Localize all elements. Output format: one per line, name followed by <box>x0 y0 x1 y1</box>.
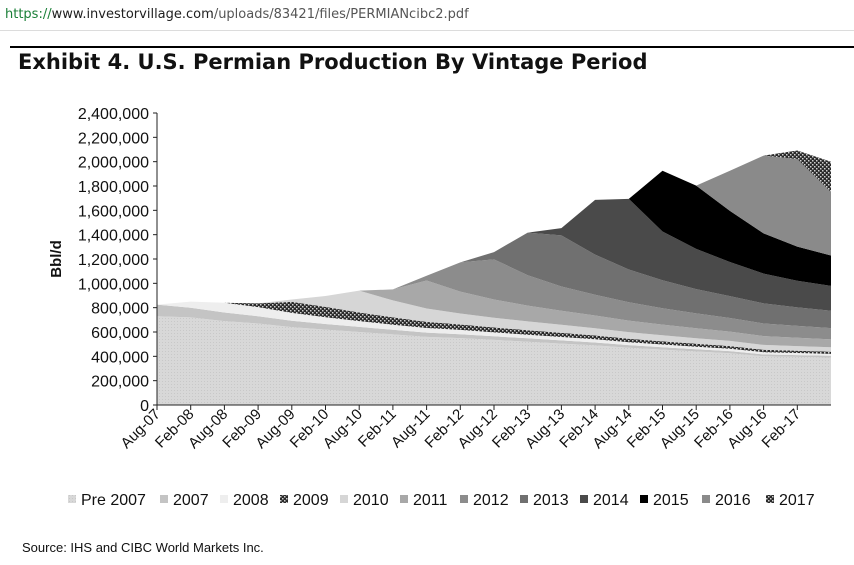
browser-address-bar[interactable]: https://www.investorvillage.com/uploads/… <box>0 0 854 31</box>
x-tick-label: Feb-17 <box>758 406 804 452</box>
area-2009 <box>157 301 831 354</box>
y-tick-label: 2,200,000 <box>78 130 149 147</box>
y-tick-label: 0 <box>140 398 149 415</box>
y-tick-label: 1,600,000 <box>78 203 149 220</box>
area-2015 <box>157 170 831 305</box>
legend-swatch-2013 <box>520 495 528 503</box>
url-scheme: https:// <box>5 7 52 22</box>
legend-label-pre-2007: Pre 2007 <box>81 492 146 509</box>
area-2008 <box>157 301 831 356</box>
legend-label-2012: 2012 <box>473 492 509 509</box>
y-tick-label: 400,000 <box>91 349 149 366</box>
y-tick-label: 1,800,000 <box>78 179 149 196</box>
y-tick-label: 2,400,000 <box>78 106 149 123</box>
legend-label-2017: 2017 <box>779 492 815 509</box>
legend-label-2013: 2013 <box>533 492 569 509</box>
area-2013 <box>157 232 831 329</box>
legend-swatch-2017 <box>766 495 774 503</box>
legend-swatch-2016 <box>702 495 710 503</box>
legend-label-2010: 2010 <box>353 492 389 509</box>
legend-label-2016: 2016 <box>715 492 751 509</box>
exhibit-title: Exhibit 4. U.S. Permian Production By Vi… <box>18 50 648 74</box>
source-note: Source: IHS and CIBC World Markets Inc. <box>22 540 264 555</box>
area-2012 <box>157 259 831 340</box>
legend-swatch-2014 <box>580 495 588 503</box>
y-tick-label: 600,000 <box>91 325 149 342</box>
y-tick-label: 1,000,000 <box>78 276 149 293</box>
area-2011 <box>157 280 831 348</box>
legend-swatch-2008 <box>220 495 228 503</box>
url-host: www.investorvillage.com <box>51 7 214 22</box>
legend-label-2008: 2008 <box>233 492 269 509</box>
area-pre-2007 <box>157 316 831 405</box>
y-tick-label: 1,400,000 <box>78 228 149 245</box>
legend-swatch-2015 <box>640 495 648 503</box>
legend-swatch-2009 <box>280 495 288 503</box>
address-url[interactable]: https://www.investorvillage.com/uploads/… <box>5 7 469 22</box>
legend-swatch-2007 <box>160 495 168 503</box>
legend-swatch-pre-2007 <box>68 495 76 503</box>
legend-label-2011: 2011 <box>413 492 448 509</box>
y-tick-label: 800,000 <box>91 301 149 318</box>
legend-label-2009: 2009 <box>293 492 329 509</box>
area-2016 <box>157 155 831 305</box>
legend-swatch-2012 <box>460 495 468 503</box>
header-rule <box>10 46 854 48</box>
legend-swatch-2010 <box>340 495 348 503</box>
area-2014 <box>157 198 831 311</box>
y-tick-label: 2,000,000 <box>78 155 149 172</box>
legend-label-2014: 2014 <box>593 492 629 509</box>
y-tick-label: 1,200,000 <box>78 252 149 269</box>
legend-label-2015: 2015 <box>653 492 689 509</box>
legend-label-2007: 2007 <box>173 492 209 509</box>
y-axis-title: Bbl/d <box>48 240 65 278</box>
stacked-area-chart: 0 200,000 400,000 600,000 800,000 1,000,000 1,… <box>48 106 831 509</box>
url-path: /uploads/83421/files/PERMIANcibc2.pdf <box>213 7 469 22</box>
y-tick-label: 200,000 <box>91 374 149 391</box>
legend-swatch-2011 <box>400 495 408 503</box>
area-2010 <box>157 290 831 352</box>
